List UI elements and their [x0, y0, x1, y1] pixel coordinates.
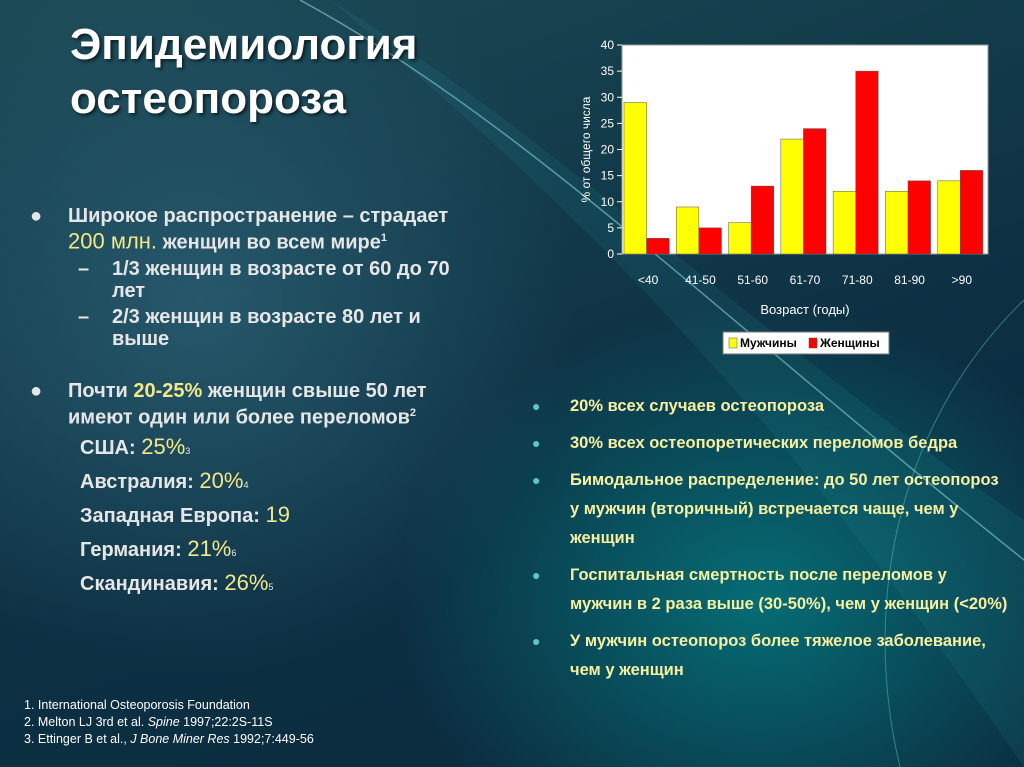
country-list: США: 25%3 Австралия: 20%4 Западная Европ…: [30, 432, 450, 602]
y-tick-label: 5: [607, 221, 614, 235]
bar-Мужчины-61-70: [780, 138, 804, 255]
y-tick-label: 30: [601, 90, 615, 104]
right-bullet-5: ● У мужчин остеопороз более тяжелое забол…: [530, 627, 1010, 685]
right-bullet-1: ● 20% всех случаев остеопороза: [530, 392, 1010, 421]
bar-Женщины-81-90: [907, 180, 931, 255]
left-column: ● Широкое распространение – страдает 200…: [30, 205, 450, 602]
country-western-europe: Западная Европа: 19: [80, 502, 290, 528]
bullet-dot-icon: ●: [532, 435, 541, 451]
country-scandinavia: Скандинавия: 26%5: [80, 570, 274, 596]
legend-swatch-Мужчины: [728, 337, 738, 349]
references: 1. International Osteoporosis Foundation…: [24, 697, 314, 748]
country-australia: Австралия: 20%4: [80, 468, 249, 494]
bar-Мужчины-81-90: [885, 191, 909, 255]
bar-Женщины->90: [960, 170, 984, 255]
title-line-2: остеопороза: [70, 74, 347, 123]
x-tick-label: 51-60: [737, 273, 768, 287]
legend-swatch-Женщины: [808, 337, 818, 349]
bar-Женщины-<40: [646, 238, 670, 255]
reference-3: 3. Ettinger B et al., J Bone Miner Res 1…: [24, 732, 314, 746]
bar-Женщины-41-50: [698, 227, 722, 255]
y-tick-label: 15: [601, 169, 615, 183]
bullet-dot-icon: ●: [30, 379, 43, 402]
age-distribution-chart: 0 5 10 15 20 25 30 35 40 <40 41-50 51-60 61-70 71-80 8…: [579, 38, 989, 355]
x-axis-label: Возраст (годы): [760, 302, 849, 317]
bullet-dot-icon: ●: [532, 472, 541, 488]
x-tick-label: 61-70: [790, 273, 821, 287]
sub-bullet-60-70: –1/3 женщин в возрасте от 60 до 70 лет: [78, 257, 450, 302]
x-tick-label: 41-50: [685, 273, 716, 287]
sub-bullet-80: –2/3 женщин в возрасте 80 лет и выше: [78, 305, 421, 350]
bullet-prevalence: ● Широкое распространение – страдает 200…: [30, 205, 449, 254]
y-tick-label: 40: [601, 38, 615, 52]
bullet-dot-icon: ●: [532, 567, 541, 583]
bar-Женщины-71-80: [855, 70, 879, 255]
bar-Мужчины-41-50: [676, 206, 700, 255]
country-germany: Германия: 21%6: [80, 536, 237, 562]
country-usa: США: 25%3: [80, 434, 191, 460]
bar-Мужчины-<40: [623, 102, 647, 255]
y-tick-label: 35: [601, 64, 615, 78]
right-bullet-2: ● 30% всех остеопоретических переломов бе…: [530, 429, 1010, 458]
bar-Женщины-61-70: [803, 128, 827, 255]
bar-Женщины-51-60: [750, 185, 774, 255]
x-tick-label: >90: [952, 273, 973, 287]
bullet-dot-icon: ●: [532, 398, 541, 414]
x-tick-label: <40: [638, 273, 659, 287]
y-tick-label: 25: [601, 116, 615, 130]
y-axis-label: % от общего числа: [579, 96, 593, 202]
bullet-fractures: ● Почти 20-25% женщин свыше 50 лет имеют…: [30, 379, 427, 429]
legend-label-Мужчины: Мужчины: [740, 336, 797, 350]
right-column: ● 20% всех случаев остеопороза ● 30% всех …: [530, 392, 1010, 693]
y-tick-label: 10: [601, 195, 615, 209]
bar-Мужчины-71-80: [832, 191, 856, 255]
right-bullet-3: ● Бимодальное распределение: до 50 лет ос…: [530, 466, 1010, 553]
bullet-dot-icon: ●: [30, 205, 43, 227]
legend-label-Женщины: Женщины: [819, 336, 880, 350]
title-line-1: Эпидемиология: [70, 20, 418, 69]
bar-Мужчины-51-60: [728, 222, 752, 255]
y-tick-label: 0: [607, 247, 614, 261]
bullet-dot-icon: ●: [532, 633, 541, 649]
right-bullet-4: ● Госпитальная смертность после переломов…: [530, 561, 1010, 619]
legend-box: [722, 331, 890, 355]
page-title: Эпидемиология остеопороза: [70, 18, 417, 126]
bar-Мужчины->90: [937, 180, 961, 255]
reference-2: 2. Melton LJ 3rd et al. Spine 1997;22:2S…: [24, 715, 273, 729]
y-tick-label: 20: [601, 143, 615, 157]
x-tick-label: 81-90: [894, 273, 925, 287]
reference-1: 1. International Osteoporosis Foundation: [24, 698, 250, 712]
x-tick-label: 71-80: [842, 273, 873, 287]
